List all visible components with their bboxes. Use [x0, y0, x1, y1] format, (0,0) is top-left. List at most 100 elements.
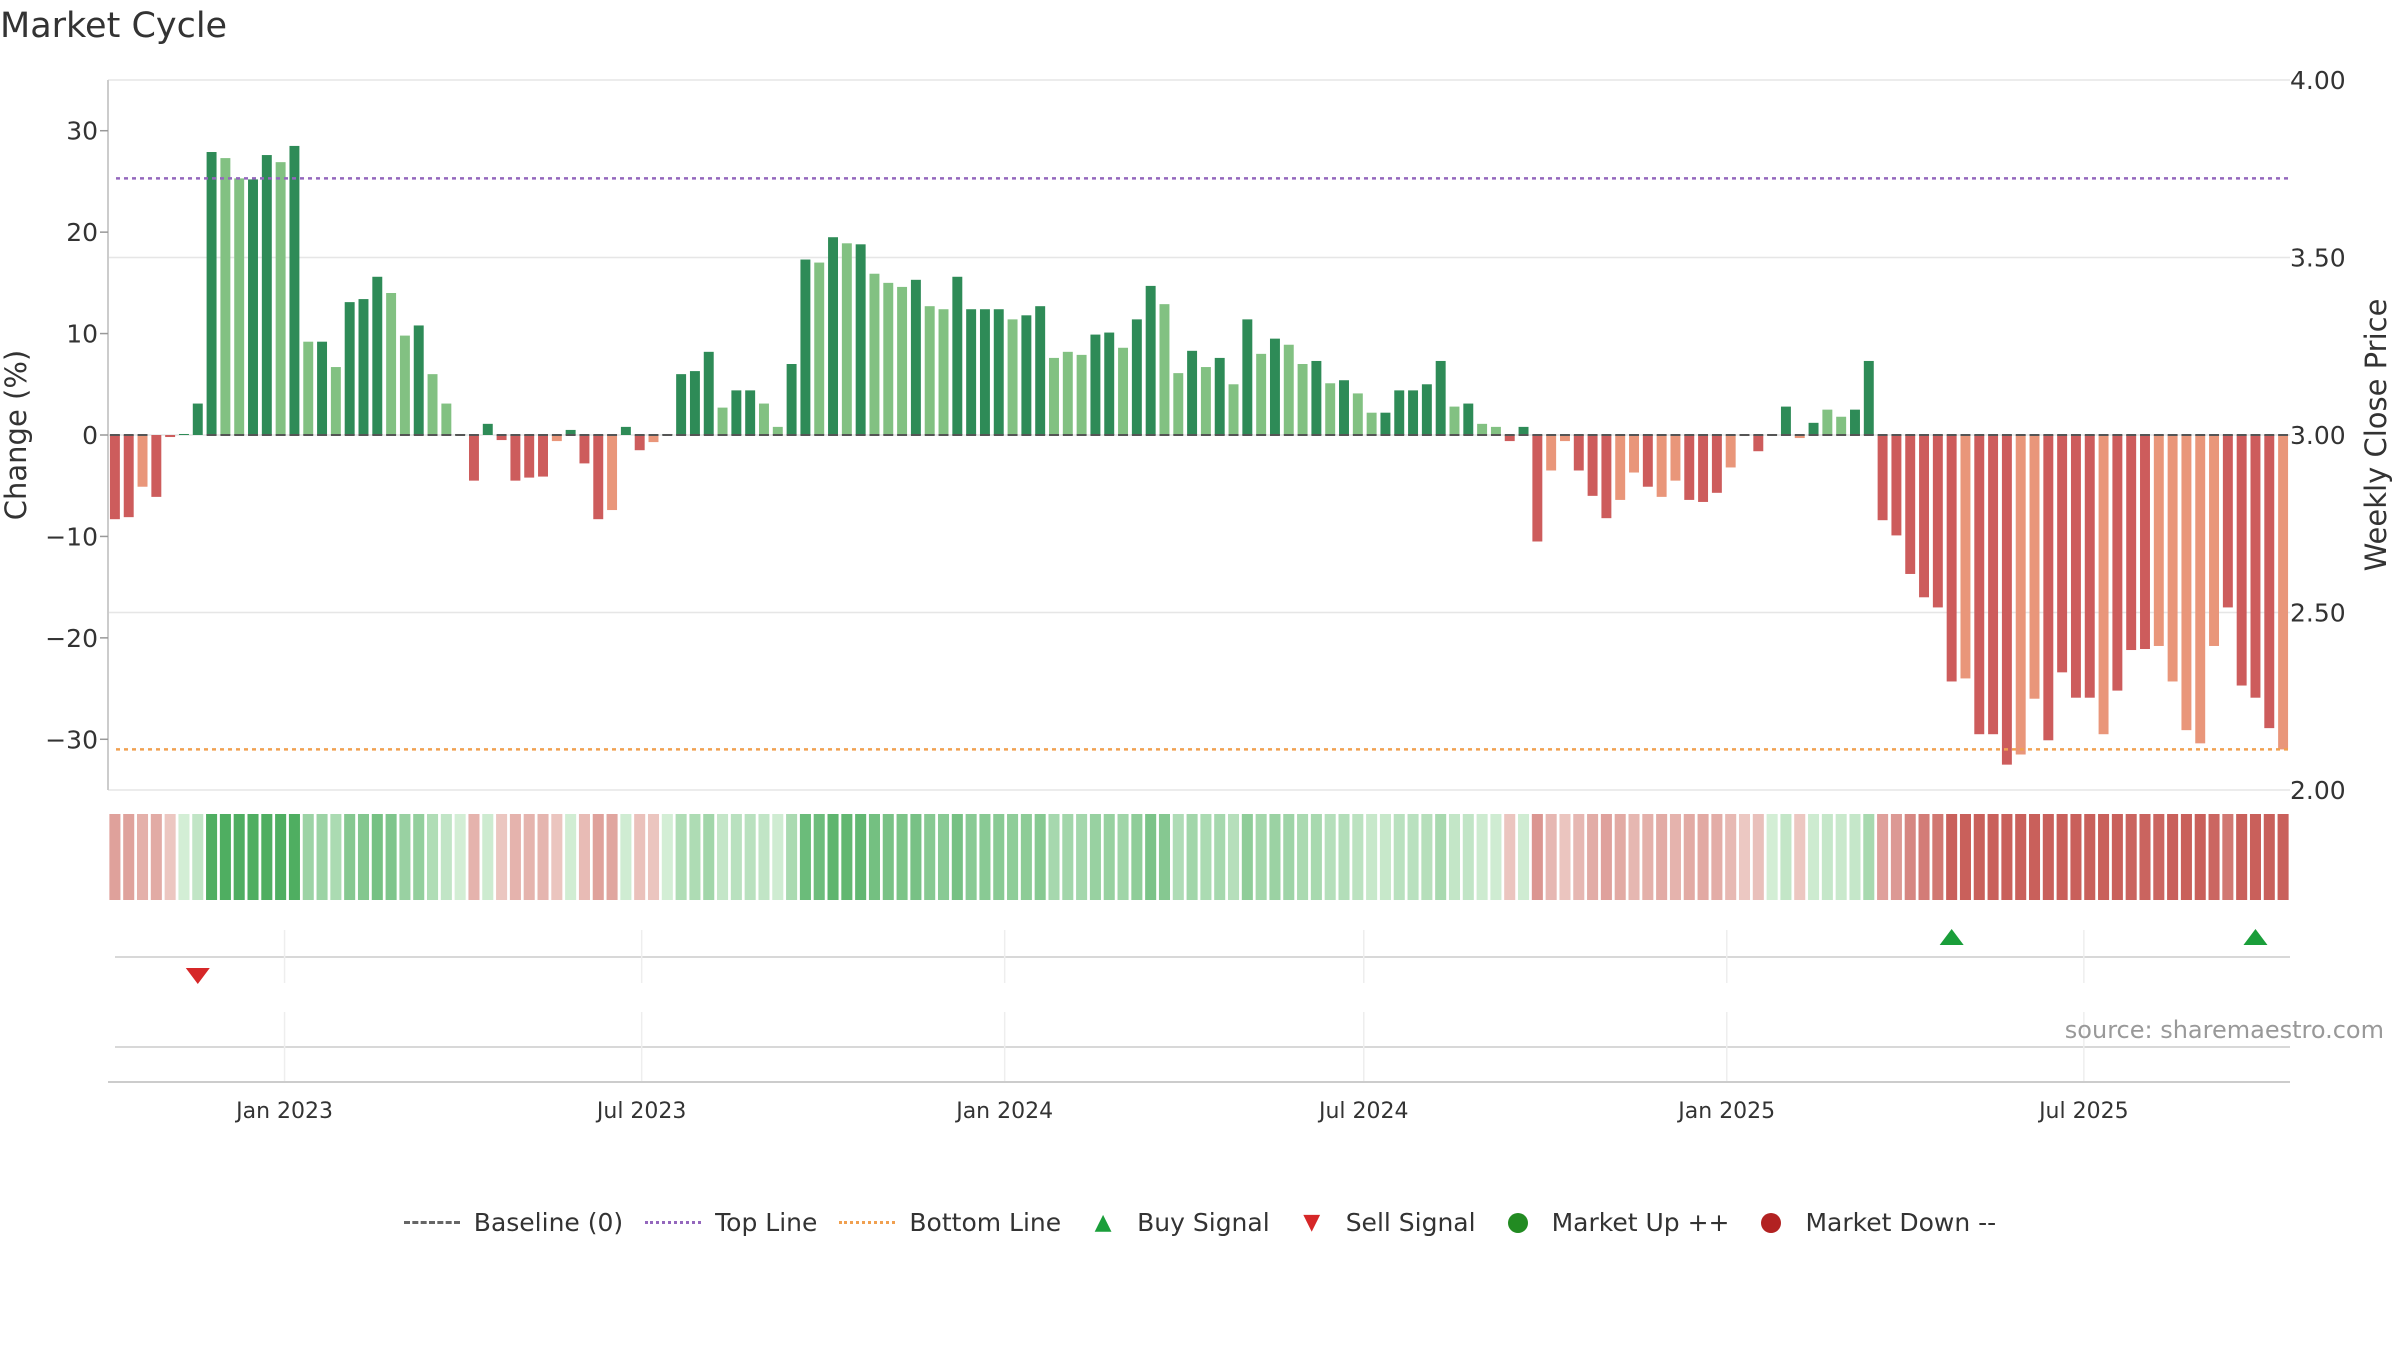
bar-93: [1394, 390, 1405, 435]
bar-141: [2057, 435, 2068, 673]
legend-item-buy: ▲ Buy Signal: [1083, 1208, 1270, 1237]
strip-cell-125: [1835, 814, 1847, 900]
bar-44: [717, 407, 728, 435]
bar-1: [123, 435, 134, 518]
strip-cell-89: [1338, 814, 1350, 900]
strip-cell-76: [1158, 814, 1170, 900]
bar-100: [1490, 426, 1501, 435]
bar-130: [1905, 435, 1916, 574]
bar-34: [579, 435, 590, 464]
bar-28: [496, 435, 507, 441]
y-tick-label: −20: [45, 624, 98, 653]
strip-cell-80: [1214, 814, 1226, 900]
legend-item-baseline: Baseline (0): [403, 1208, 623, 1237]
strip-cell-131: [1918, 814, 1930, 900]
strip-cell-94: [1407, 814, 1419, 900]
strip-cell-154: [2236, 814, 2248, 900]
strip-cell-157: [2277, 814, 2289, 900]
bar-65: [1007, 319, 1018, 435]
strip-cell-137: [2001, 814, 2013, 900]
strip-cell-17: [344, 814, 356, 900]
strip-cell-90: [1352, 814, 1364, 900]
bar-58: [910, 279, 921, 435]
strip-cell-32: [551, 814, 563, 900]
strip-cell-95: [1421, 814, 1433, 900]
bar-50: [800, 259, 811, 435]
strip-cell-156: [2263, 814, 2275, 900]
bar-113: [1670, 435, 1681, 481]
bar-146: [2126, 435, 2137, 651]
bar-88: [1325, 383, 1336, 435]
bar-91: [1366, 412, 1377, 435]
buy-signal-marker: [2243, 929, 2268, 945]
bars-layer: [109, 145, 2289, 765]
bar-156: [2264, 435, 2275, 729]
bar-46: [745, 390, 756, 435]
strip-cell-59: [924, 814, 936, 900]
strip-cell-150: [2180, 814, 2192, 900]
strip-cell-135: [1973, 814, 1985, 900]
bar-124: [1822, 409, 1833, 435]
bar-15: [317, 341, 328, 435]
strip-cell-11: [261, 814, 273, 900]
bottom-line-swatch: [839, 1221, 896, 1224]
bar-41: [676, 374, 687, 435]
strip-cell-64: [993, 814, 1005, 900]
strip-cell-73: [1117, 814, 1129, 900]
strip-cell-120: [1766, 814, 1778, 900]
strip-cell-56: [882, 814, 894, 900]
y-tick-label: −10: [45, 522, 98, 551]
strip-cell-38: [634, 814, 646, 900]
bar-61: [952, 276, 963, 435]
strip-cell-45: [730, 814, 742, 900]
buy-triangle-icon: ▲: [1094, 1210, 1112, 1235]
y2-tick-label: 3.00: [2290, 421, 2346, 450]
strip-cell-74: [1131, 814, 1143, 900]
bar-2: [137, 435, 148, 487]
bar-8: [220, 158, 231, 435]
strip-cell-126: [1849, 814, 1861, 900]
bar-157: [2278, 435, 2289, 750]
strip-cell-111: [1642, 814, 1654, 900]
bar-9: [234, 178, 245, 435]
strip-cell-140: [2042, 814, 2054, 900]
bar-31: [538, 435, 548, 477]
strip-cell-4: [164, 814, 176, 900]
bar-101: [1504, 435, 1515, 442]
strip-cell-55: [868, 814, 880, 900]
legend-item-sell: ▼ Sell Signal: [1292, 1208, 1475, 1237]
strip-cell-139: [2028, 814, 2041, 900]
strip-cell-112: [1656, 814, 1668, 900]
bar-5: [178, 433, 189, 435]
bar-22: [413, 325, 424, 435]
bar-13: [289, 145, 300, 435]
strip-cell-25: [454, 814, 466, 900]
strip-cell-115: [1697, 814, 1709, 900]
bar-123: [1808, 422, 1819, 435]
bar-4: [165, 435, 176, 438]
bar-11: [261, 155, 272, 436]
strip-cell-124: [1821, 814, 1833, 900]
bar-66: [1021, 315, 1032, 435]
legend-label-buy: Buy Signal: [1137, 1208, 1270, 1237]
strip-cell-109: [1614, 814, 1626, 900]
market-up-dot-icon: [1507, 1212, 1528, 1233]
strip-cell-141: [2056, 814, 2068, 900]
bar-63: [979, 309, 990, 435]
bar-14: [303, 341, 314, 435]
bar-77: [1173, 373, 1184, 435]
strip-cell-88: [1324, 814, 1336, 900]
reference-lines: [116, 177, 2290, 751]
legend-item-top-line: Top Line: [645, 1208, 817, 1237]
bar-21: [399, 335, 410, 435]
bar-6: [192, 403, 203, 435]
strip-cell-54: [855, 814, 867, 900]
bar-55: [869, 273, 880, 435]
strip-cell-13: [288, 814, 300, 900]
legend-item-bottom-line: Bottom Line: [839, 1208, 1061, 1237]
bar-42: [689, 371, 700, 435]
strip-cell-148: [2153, 814, 2165, 900]
strip-cell-67: [1034, 814, 1046, 900]
bar-112: [1656, 435, 1667, 497]
bar-59: [924, 306, 935, 435]
